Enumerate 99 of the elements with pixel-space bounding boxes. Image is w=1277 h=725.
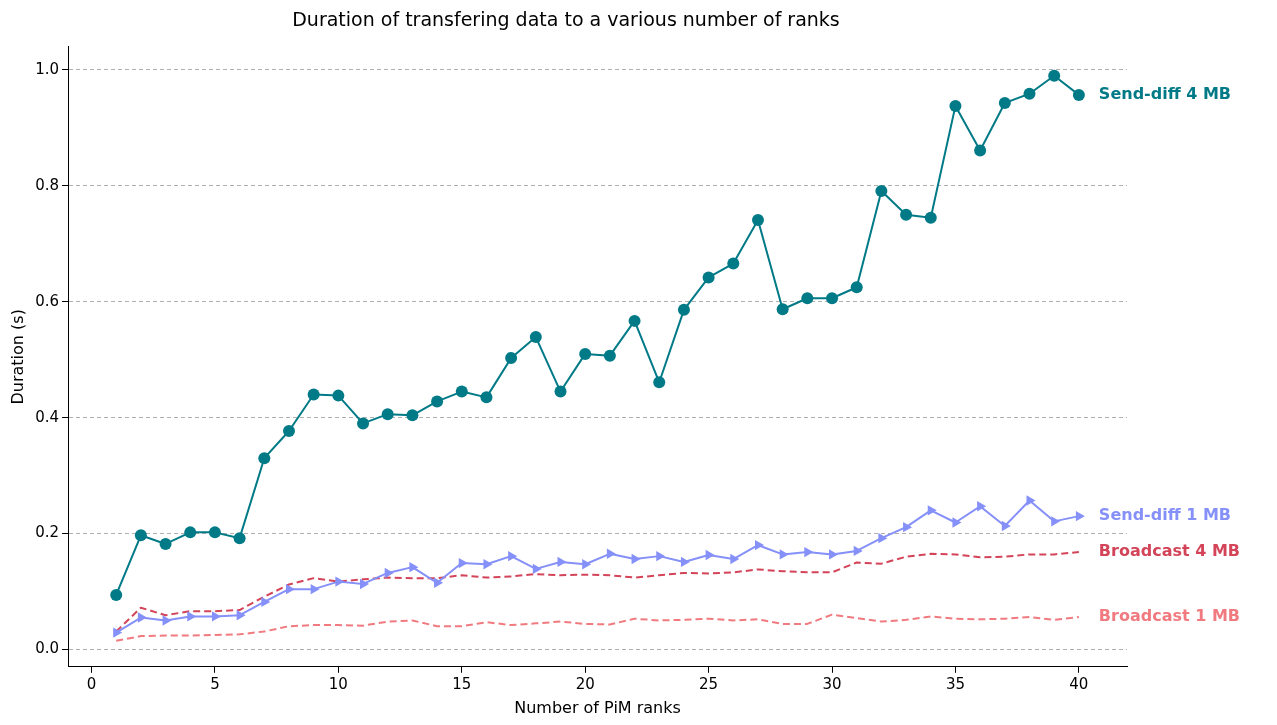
point bbox=[829, 549, 839, 560]
x-tick-label: 25 bbox=[699, 674, 719, 693]
point bbox=[878, 532, 888, 544]
point bbox=[751, 214, 764, 227]
point bbox=[582, 559, 592, 570]
y-tick-label: 0.4 bbox=[35, 407, 60, 426]
point bbox=[702, 271, 715, 284]
point bbox=[211, 611, 221, 622]
x-tick-label: 5 bbox=[210, 674, 220, 693]
point bbox=[927, 505, 937, 516]
point bbox=[335, 576, 345, 587]
point bbox=[853, 545, 863, 557]
y-tick-label: 0.2 bbox=[35, 523, 60, 542]
point bbox=[332, 389, 345, 402]
x-tick-label: 0 bbox=[86, 674, 97, 693]
point bbox=[134, 529, 147, 542]
point bbox=[1023, 87, 1036, 100]
point bbox=[310, 583, 320, 595]
point bbox=[903, 521, 913, 533]
point bbox=[261, 596, 271, 608]
point bbox=[603, 349, 616, 362]
point bbox=[431, 395, 444, 408]
point bbox=[1072, 88, 1085, 101]
point bbox=[184, 526, 197, 539]
point bbox=[384, 567, 394, 579]
point bbox=[804, 546, 814, 558]
y-tick-label: 0.6 bbox=[35, 291, 60, 310]
x-tick-label: 10 bbox=[328, 674, 348, 693]
point bbox=[381, 408, 394, 421]
x-tick-label: 20 bbox=[575, 674, 595, 693]
point bbox=[977, 501, 987, 512]
point bbox=[508, 550, 518, 562]
series-label: Send-diff 4 MB bbox=[1098, 84, 1232, 104]
y-tick-label: 1.0 bbox=[35, 59, 60, 78]
point bbox=[360, 578, 370, 590]
point bbox=[850, 281, 863, 294]
point bbox=[631, 553, 641, 565]
point bbox=[110, 588, 123, 601]
point bbox=[233, 532, 246, 545]
line-series bbox=[115, 613, 1080, 642]
point bbox=[285, 583, 295, 595]
point bbox=[776, 303, 789, 316]
point bbox=[779, 549, 789, 560]
point bbox=[801, 292, 814, 305]
point bbox=[1048, 69, 1061, 82]
point bbox=[357, 417, 370, 430]
point bbox=[998, 97, 1011, 110]
point bbox=[458, 557, 468, 569]
point bbox=[730, 553, 740, 565]
point bbox=[579, 347, 592, 360]
x-tick-label: 35 bbox=[945, 674, 965, 693]
point bbox=[434, 577, 444, 588]
point bbox=[258, 452, 271, 465]
x-tick-label: 40 bbox=[1069, 674, 1089, 693]
point bbox=[529, 331, 542, 344]
point bbox=[532, 563, 542, 575]
point bbox=[826, 292, 839, 305]
x-tick-label: 30 bbox=[822, 674, 842, 693]
x-tick-label: 15 bbox=[452, 674, 472, 693]
point bbox=[628, 314, 641, 327]
point bbox=[282, 424, 295, 437]
y-tick-label: 0.8 bbox=[35, 175, 60, 194]
point bbox=[677, 303, 690, 316]
series-label: Send-diff 1 MB bbox=[1098, 505, 1232, 525]
series-label: Broadcast 4 MB bbox=[1098, 541, 1241, 561]
point bbox=[137, 612, 147, 623]
point bbox=[113, 627, 123, 638]
point bbox=[754, 539, 764, 551]
point bbox=[875, 185, 888, 198]
point bbox=[505, 351, 518, 364]
point bbox=[680, 556, 690, 568]
y-axis-title: Duration (s) bbox=[7, 309, 27, 405]
point bbox=[952, 517, 962, 528]
point bbox=[208, 526, 221, 539]
point bbox=[656, 550, 666, 562]
point bbox=[705, 549, 715, 561]
point bbox=[1051, 516, 1061, 527]
point bbox=[307, 388, 320, 401]
point bbox=[406, 409, 419, 422]
point bbox=[554, 385, 567, 398]
chart-title: Duration of transfering data to a various number of ranks bbox=[292, 8, 840, 31]
point bbox=[1026, 495, 1036, 506]
point bbox=[653, 376, 666, 389]
point bbox=[974, 144, 987, 157]
point bbox=[480, 391, 493, 404]
series-label: Broadcast 1 MB bbox=[1098, 606, 1241, 626]
y-tick-label: 0.0 bbox=[35, 639, 60, 658]
point bbox=[924, 211, 937, 224]
point bbox=[727, 257, 740, 270]
x-axis-title: Number of PiM ranks bbox=[514, 697, 681, 717]
point bbox=[1001, 520, 1011, 532]
point bbox=[483, 559, 493, 570]
point bbox=[606, 548, 616, 560]
point bbox=[409, 561, 419, 573]
point bbox=[900, 208, 913, 221]
point bbox=[455, 385, 468, 398]
point bbox=[949, 99, 962, 112]
point bbox=[1075, 510, 1085, 522]
point bbox=[159, 537, 172, 550]
